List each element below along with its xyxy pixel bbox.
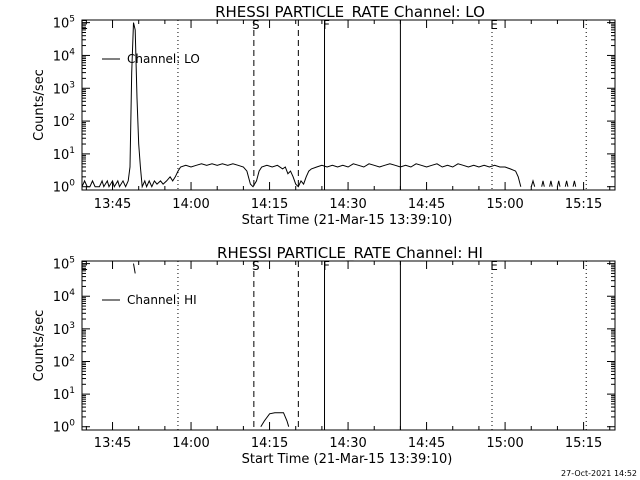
x-tick-label: 14:00 [172,197,209,212]
marker-label: E [80,259,88,273]
series-line [541,180,545,187]
marker-label: F [323,259,330,273]
x-tick-label: 14:30 [329,197,366,212]
chart-title: RHESSI PARTICLE_RATE Channel: HI [217,244,483,263]
marker-label: E [80,18,88,32]
y-tick-label: 105 [53,15,75,32]
series-line [572,180,577,187]
series-line [260,412,290,427]
series-line [549,180,553,187]
footer-timestamp: 27-Oct-2021 14:52 [561,469,637,478]
x-tick-label: 14:15 [251,436,288,451]
panel-1: RHESSI PARTICLE_RATE Channel: LO 100 101 10… [32,3,616,228]
series-line [81,22,522,189]
y-tick-label: 104 [53,47,76,64]
y-tick-label: 100 [53,179,76,196]
series-line [556,180,561,187]
legend-label: Channel: HI [127,293,197,307]
x-axis-label: Start Time (21-Mar-15 13:39:10) [242,452,453,467]
y-tick-label: 101 [53,146,75,163]
chart-title: RHESSI PARTICLE_RATE Channel: LO [215,3,485,22]
x-tick-label: 15:00 [486,436,523,451]
marker-label: F [323,18,330,32]
panel-2: RHESSI PARTICLE_RATE Channel: HI 100 101 10… [32,244,616,467]
y-tick-label: 104 [53,288,76,305]
y-axis-label: Counts/sec [32,310,47,382]
x-tick-label: 14:45 [408,197,445,212]
legend-label: Channel: LO [127,52,200,66]
x-axis-label: Start Time (21-Mar-15 13:39:10) [242,213,453,228]
x-tick-label: 13:45 [94,197,131,212]
y-tick-label: 102 [53,353,75,370]
series-line [530,179,536,187]
y-tick-label: 101 [53,386,75,403]
marker-label: S [252,18,260,32]
x-tick-label: 14:15 [251,197,288,212]
y-tick-label: 103 [53,321,75,338]
plot-frame [81,260,616,431]
y-tick-label: 103 [53,80,75,97]
x-tick-label: 13:45 [94,436,131,451]
marker-label: S [252,259,260,273]
marker-label: E [490,18,498,32]
x-tick-label: 15:15 [565,197,602,212]
y-tick-label: 102 [53,113,75,130]
y-tick-label: 105 [53,256,75,273]
x-tick-label: 14:30 [329,436,366,451]
x-tick-label: 14:45 [408,436,445,451]
series-line [133,263,136,274]
y-tick-label: 100 [53,419,76,436]
series-line [564,180,569,187]
marker-label: E [490,259,498,273]
x-tick-label: 15:00 [486,197,523,212]
plot-frame [81,19,616,191]
y-axis-label: Counts/sec [32,69,47,141]
x-tick-label: 15:15 [565,436,602,451]
x-tick-label: 14:00 [172,436,209,451]
